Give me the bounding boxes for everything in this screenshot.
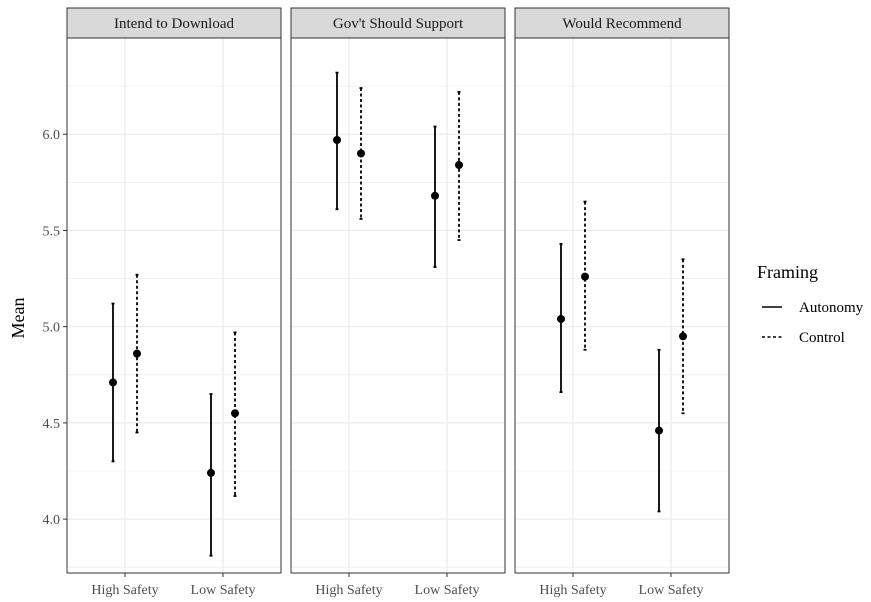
panel-background <box>291 38 505 573</box>
facet-panel: Would Recommend High Safety Low Safety <box>514 7 730 598</box>
mean-point <box>557 314 565 323</box>
x-tick-label: Low Safety <box>639 583 704 598</box>
y-axis-title: Mean <box>8 298 28 339</box>
y-tick-label: 5.0 <box>43 321 61 336</box>
x-tick-label: High Safety <box>539 583 606 598</box>
facet-strip <box>66 7 282 39</box>
facet-strip <box>290 7 506 39</box>
facet-panel: Intend to Download High Safety Low Safety <box>66 7 282 598</box>
x-tick-label: Low Safety <box>415 583 480 598</box>
mean-point <box>581 272 589 281</box>
x-tick-label: Low Safety <box>191 583 256 598</box>
mean-point <box>431 191 439 200</box>
mean-point <box>231 409 239 418</box>
legend: Framing Autonomy Control <box>757 262 864 346</box>
facet-strip-label: Intend to Download <box>114 16 234 32</box>
y-axis: 4.0 4.5 5.0 5.5 6.0 <box>43 128 67 528</box>
panel-background <box>515 38 729 573</box>
y-tick-label: 4.5 <box>43 417 61 432</box>
legend-title: Framing <box>757 262 818 282</box>
facet-strip-label: Gov't Should Support <box>333 16 464 32</box>
panel-background <box>67 38 281 573</box>
legend-label-autonomy: Autonomy <box>799 300 864 316</box>
legend-label-control: Control <box>799 330 845 346</box>
mean-point <box>207 468 215 477</box>
mean-point <box>109 378 117 387</box>
mean-point <box>455 161 463 170</box>
facet-panel: Gov't Should Support High Safety Low Safet… <box>290 7 506 598</box>
y-tick-label: 6.0 <box>43 128 61 143</box>
facet-strip <box>514 7 730 39</box>
x-tick-label: High Safety <box>315 583 382 598</box>
mean-point <box>655 426 663 435</box>
mean-point <box>133 349 141 358</box>
y-tick-label: 5.5 <box>43 224 61 239</box>
facet-strip-label: Would Recommend <box>562 16 682 32</box>
mean-point <box>333 135 341 144</box>
y-tick-label: 4.0 <box>43 513 61 528</box>
mean-point <box>679 332 687 341</box>
mean-point <box>357 149 365 158</box>
x-tick-label: High Safety <box>91 583 158 598</box>
